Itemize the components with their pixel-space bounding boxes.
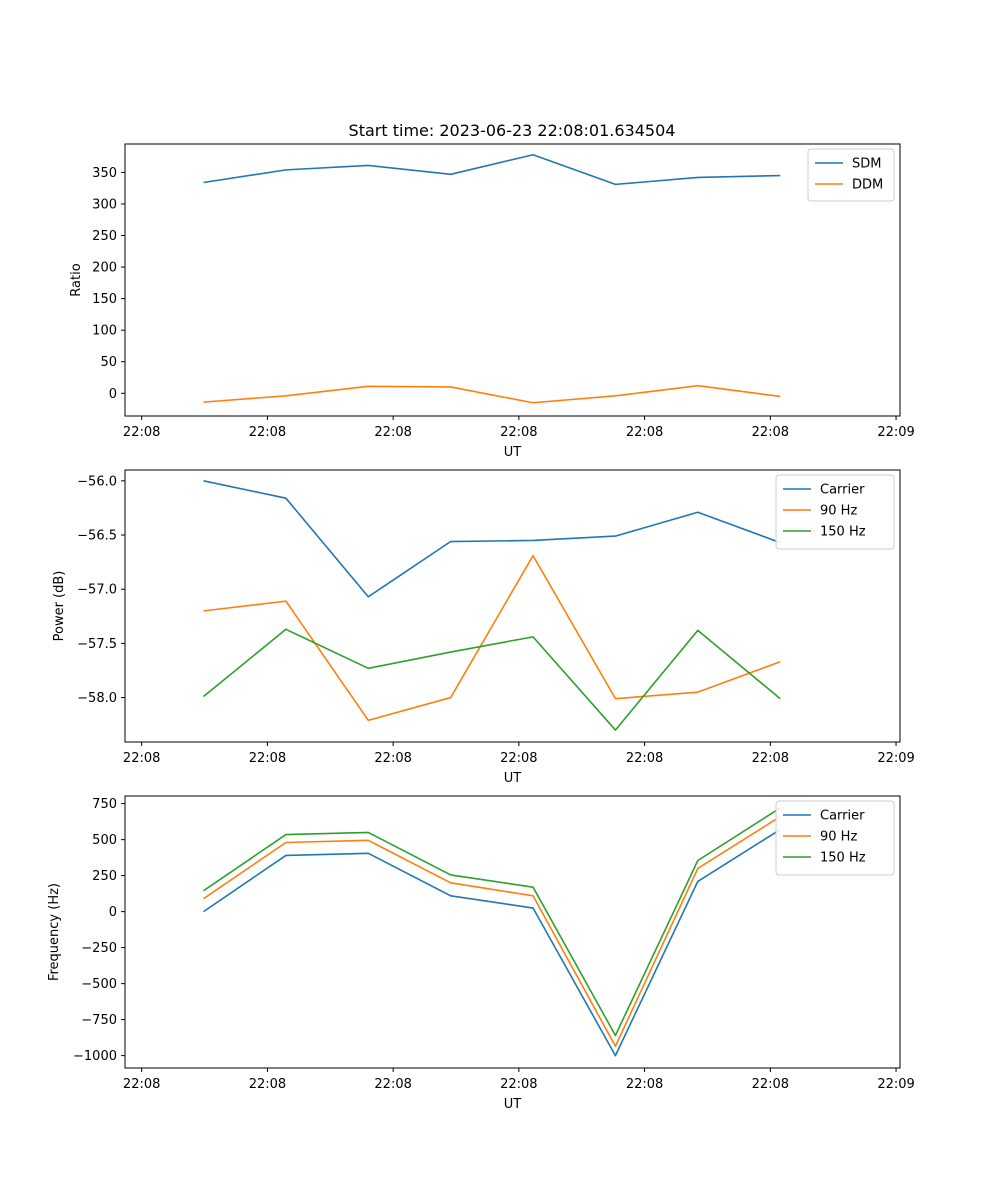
y-tick-label: −250: [81, 941, 117, 956]
legend-label: DDM: [852, 178, 883, 193]
legend: Carrier 90 Hz 150 Hz: [775, 474, 895, 550]
y-tick-label: −57.0: [77, 583, 117, 598]
y-tick-label: −56.0: [77, 474, 117, 489]
axes-frame: [124, 143, 901, 417]
y-tick-label: 300: [92, 197, 117, 212]
legend: SDM DDM: [807, 148, 895, 202]
y-tick-label: −750: [81, 1013, 117, 1028]
legend: Carrier 90 Hz 150 Hz: [775, 800, 895, 876]
x-tick-label: 22:08: [374, 1077, 411, 1092]
x-axis-label: UT: [504, 771, 522, 786]
y-tick-label: 500: [92, 833, 117, 848]
x-tick-label: 22:08: [500, 1077, 537, 1092]
y-axis-label: Power (dB): [52, 571, 67, 642]
x-tick-label: 22:08: [626, 425, 663, 440]
x-axis-label: UT: [504, 1097, 522, 1112]
x-tick-label: 22:08: [374, 751, 411, 766]
x-tick-label: 22:08: [249, 425, 286, 440]
subplot-2: 22:08 22:08 22:08 22:08 22:08 22:08 22:09 −56.0…: [52, 469, 915, 786]
y-tick-label: 100: [92, 324, 117, 339]
y-axis-label: Ratio: [69, 263, 84, 296]
y-tick-label: −1000: [73, 1049, 117, 1064]
legend-label: 90 Hz: [820, 504, 857, 519]
y-tick-label: 0: [109, 387, 117, 402]
y-tick-label: −500: [81, 977, 117, 992]
x-tick-label: 22:08: [626, 1077, 663, 1092]
x-axis-label: UT: [504, 445, 522, 460]
x-tick-label: 22:08: [249, 751, 286, 766]
y-tick-label: 250: [92, 869, 117, 884]
x-tick-label: 22:08: [374, 425, 411, 440]
subplots: 22:08 22:08 22:08 22:08 22:08 22:08 22:09 0 50 10…: [47, 143, 915, 1112]
series-line-carrier: [203, 828, 781, 1057]
legend-label: 90 Hz: [820, 830, 857, 845]
x-tick-label: 22:08: [500, 425, 537, 440]
y-tick-label: 50: [100, 355, 117, 370]
y-tick-label: 150: [92, 292, 117, 307]
series-line-sdm: [203, 153, 781, 186]
axes-frame: [124, 469, 901, 743]
y-tick-label: 200: [92, 261, 117, 276]
legend-label: Carrier: [820, 483, 865, 498]
x-tick-label: 22:09: [877, 425, 914, 440]
x-tick-label: 22:08: [123, 425, 160, 440]
y-tick-label: 0: [109, 905, 117, 920]
x-tick-label: 22:08: [752, 425, 789, 440]
x-tick-label: 22:08: [123, 751, 160, 766]
x-tick-label: 22:08: [752, 1077, 789, 1092]
y-tick-label: 350: [92, 166, 117, 181]
x-tick-label: 22:09: [877, 1077, 914, 1092]
x-tick-label: 22:09: [877, 751, 914, 766]
legend-label: 150 Hz: [820, 851, 866, 866]
series-line-ddm: [203, 384, 781, 404]
y-tick-label: 250: [92, 229, 117, 244]
subplot-1: 22:08 22:08 22:08 22:08 22:08 22:08 22:09 0 50 10…: [69, 143, 915, 460]
figure-title: Start time: 2023-06-23 22:08:01.634504: [349, 121, 676, 140]
y-tick-label: −58.0: [77, 691, 117, 706]
y-tick-label: −56.5: [77, 529, 117, 544]
subplot-3: 22:08 22:08 22:08 22:08 22:08 22:08 22:09 750 50…: [47, 795, 915, 1112]
legend-label: 150 Hz: [820, 525, 866, 540]
legend-label: Carrier: [820, 809, 865, 824]
y-tick-label: 750: [92, 797, 117, 812]
series-line-90-hz: [203, 554, 781, 722]
y-tick-label: −57.5: [77, 637, 117, 652]
legend-box: [807, 148, 895, 202]
x-tick-label: 22:08: [500, 751, 537, 766]
y-axis-label: Frequency (Hz): [47, 883, 62, 981]
series-line-150-hz: [203, 807, 781, 1037]
series-line-90-hz: [203, 815, 781, 1048]
legend-label: SDM: [852, 157, 881, 172]
x-tick-label: 22:08: [752, 751, 789, 766]
series-line-carrier: [203, 480, 781, 598]
axes-frame: [124, 795, 901, 1069]
series-line-150-hz: [203, 628, 781, 731]
x-tick-label: 22:08: [626, 751, 663, 766]
x-tick-label: 22:08: [249, 1077, 286, 1092]
x-tick-label: 22:08: [123, 1077, 160, 1092]
